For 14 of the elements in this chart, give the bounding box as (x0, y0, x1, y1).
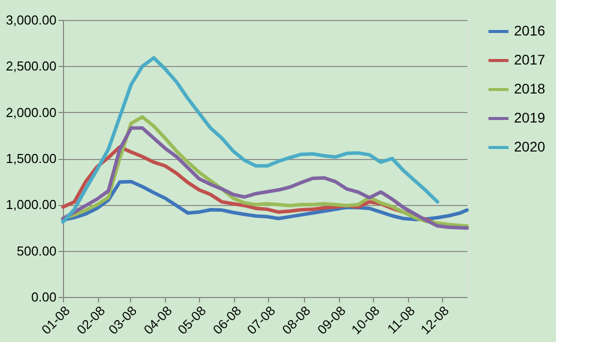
y-tick-label: 1,000.00 (6, 197, 56, 212)
y-tick-label: 500.00 (16, 243, 56, 258)
legend-label: 2020 (514, 138, 546, 154)
line-series (61, 56, 440, 224)
y-tick-label: 1,500.00 (6, 151, 56, 166)
legend-label: 2019 (514, 110, 546, 126)
legend-label: 2018 (514, 80, 546, 96)
y-tick-label: 2,500.00 (6, 58, 56, 74)
y-tick-label: 3,000.00 (6, 12, 56, 28)
legend-label: 2016 (514, 22, 546, 38)
line-series (61, 180, 469, 222)
y-tick-label: 2,000.00 (6, 104, 56, 120)
y-tick-label: 0.00 (31, 290, 56, 304)
legend-label: 2017 (514, 52, 546, 68)
